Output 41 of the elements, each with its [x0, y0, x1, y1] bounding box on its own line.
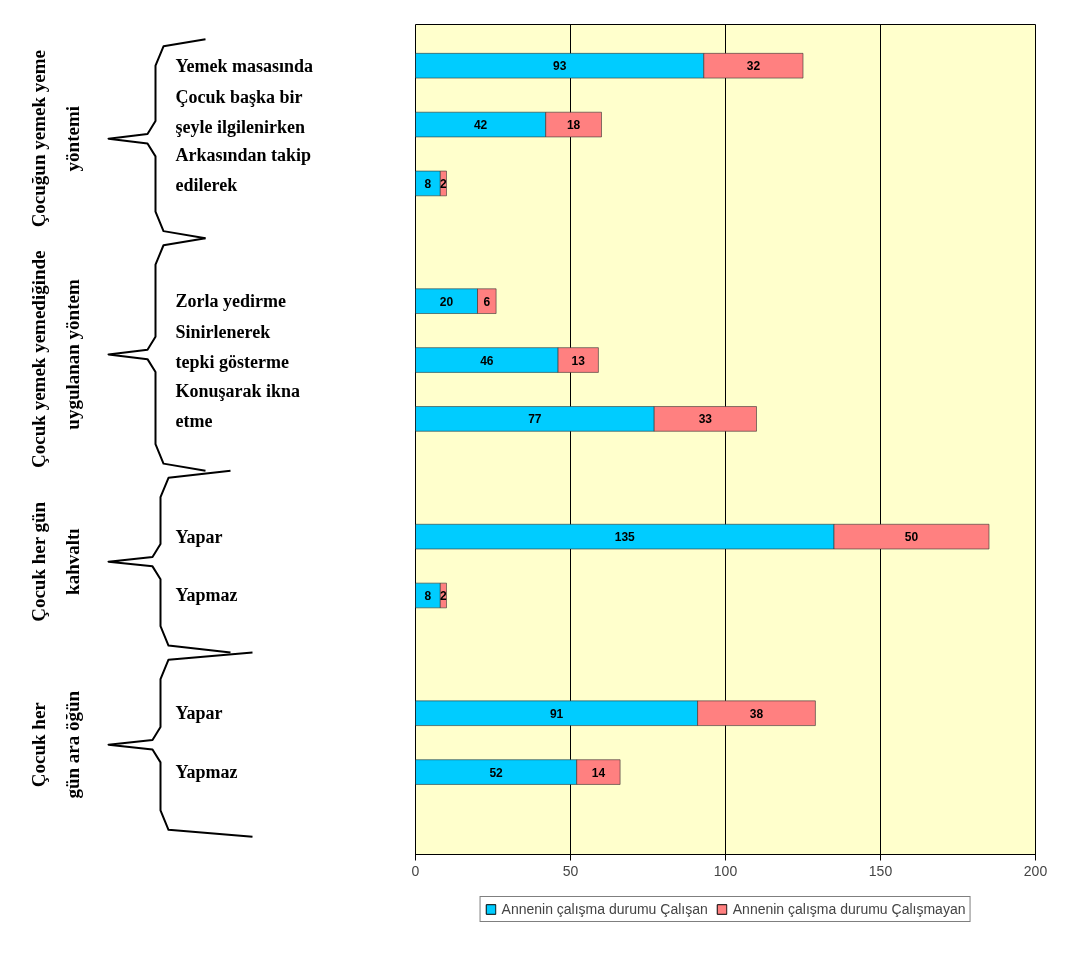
data-label: 33 [698, 412, 713, 427]
data-label: 46 [480, 353, 494, 368]
data-label: 38 [749, 706, 764, 721]
y-tick-label: Yapmaz [175, 585, 238, 606]
data-label: 20 [439, 294, 454, 309]
data-label: 2 [440, 176, 448, 191]
x-tick-label: 150 [868, 862, 893, 879]
y-tick-label: Sinirlenerek tepki gösterme [175, 322, 289, 373]
text: Çocuk her gün kahvaltı [28, 501, 83, 622]
x-tick-label: 50 [562, 862, 579, 879]
text: Çocuk yemek yemediğinde uygulanan yöntem [28, 250, 83, 468]
data-label: 91 [549, 706, 564, 721]
text: Çocuk her gün ara öğün [28, 690, 83, 799]
x-tick-label: 100 [713, 862, 738, 879]
y-tick-label: Yapar [175, 703, 223, 724]
text: Çocuğun yemek yeme yöntemi [28, 50, 83, 228]
data-label: 6 [483, 294, 491, 309]
y-tick-label: Zorla yedirme [175, 291, 286, 312]
data-label: 18 [566, 118, 581, 133]
y-tick-label: Yapar [175, 526, 223, 547]
legend-label: Annenin çalışma durumu Çalışan [501, 901, 708, 917]
data-label: 135 [614, 530, 636, 545]
data-label: 42 [473, 118, 488, 133]
y-tick-label: Arkasından takip edilerek [175, 145, 312, 196]
x-tick-label: 0 [411, 862, 420, 879]
data-label: 13 [571, 353, 586, 368]
data-label: 2 [440, 588, 448, 603]
x-tick-label: 200 [1023, 862, 1048, 879]
data-label: 77 [528, 412, 542, 427]
y-tick-label: Yemek masasında [175, 55, 314, 76]
y-tick-label: Konuşarak ikna etme [175, 380, 301, 431]
y-tick-label: Yapmaz [175, 762, 238, 783]
data-label: 50 [904, 530, 919, 545]
data-label: 8 [424, 588, 432, 603]
data-label: 52 [489, 765, 504, 780]
legend-label: Annenin çalışma durumu Çalışmayan [732, 901, 966, 917]
data-label: 14 [591, 765, 606, 780]
data-label: 8 [424, 176, 432, 191]
y-tick-label: Çocuk başka bir şeyle ilgilenirken [175, 86, 305, 137]
data-label: 32 [746, 59, 761, 74]
data-label: 93 [552, 59, 567, 74]
